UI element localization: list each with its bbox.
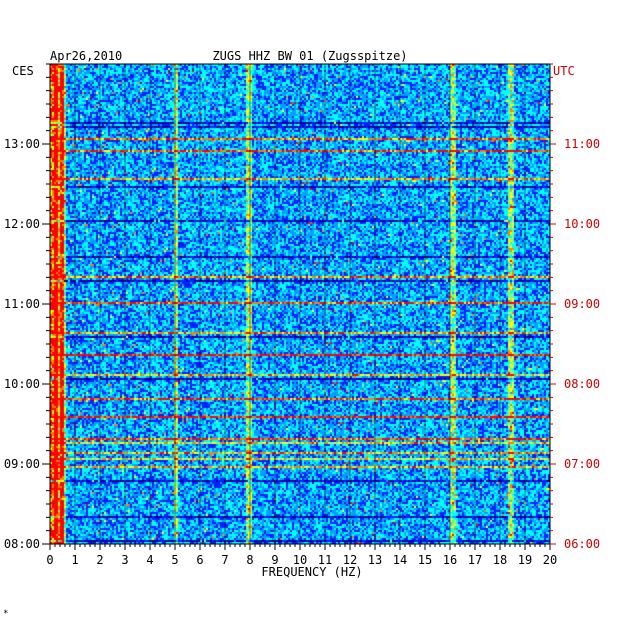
x-tick-label: 4 bbox=[146, 553, 153, 567]
x-tick-label: 10 bbox=[293, 553, 307, 567]
left-axis-zone-label: CES bbox=[12, 64, 34, 78]
right-time-label: 11:00 bbox=[564, 137, 600, 151]
x-tick-label: 11 bbox=[318, 553, 332, 567]
x-tick-label: 17 bbox=[468, 553, 482, 567]
right-time-label: 07:00 bbox=[564, 457, 600, 471]
chart-title: ZUGS HHZ BW 01 (Zugsspitze) bbox=[212, 49, 407, 63]
x-tick-label: 2 bbox=[96, 553, 103, 567]
left-time-label: 08:00 bbox=[4, 537, 40, 551]
x-tick-label: 15 bbox=[418, 553, 432, 567]
x-tick-label: 9 bbox=[271, 553, 278, 567]
spectrogram-heatmap bbox=[50, 64, 550, 544]
right-time-label: 10:00 bbox=[564, 217, 600, 231]
footnote-mark: * bbox=[3, 609, 8, 619]
x-axis: 0 1 2 3 4 5 6 7 8 9 10 11 12 13 14 15 16 17 18 19 20 bbox=[46, 544, 557, 567]
x-tick-label: 14 bbox=[393, 553, 407, 567]
x-tick-label: 8 bbox=[246, 553, 253, 567]
right-axis-zone-label: UTC bbox=[553, 64, 575, 78]
left-time-label: 10:00 bbox=[4, 377, 40, 391]
x-tick-label: 13 bbox=[368, 553, 382, 567]
right-time-axis: 11:00 10:00 09:00 08:00 07:00 06:00 bbox=[550, 63, 600, 551]
x-tick-label: 20 bbox=[543, 553, 557, 567]
x-tick-label: 3 bbox=[121, 553, 128, 567]
x-tick-label: 1 bbox=[71, 553, 78, 567]
x-tick-label: 19 bbox=[518, 553, 532, 567]
left-time-label: 13:00 bbox=[4, 137, 40, 151]
x-tick-label: 18 bbox=[493, 553, 507, 567]
x-tick-label: 6 bbox=[196, 553, 203, 567]
x-tick-label: 7 bbox=[221, 553, 228, 567]
right-time-label: 08:00 bbox=[564, 377, 600, 391]
x-tick-label: 5 bbox=[171, 553, 178, 567]
x-axis-label: FREQUENCY (HZ) bbox=[261, 565, 362, 579]
left-time-label: 11:00 bbox=[4, 297, 40, 311]
x-tick-label: 12 bbox=[343, 553, 357, 567]
x-tick-label: 0 bbox=[46, 553, 53, 567]
date-label: Apr26,2010 bbox=[50, 49, 122, 63]
left-time-label: 12:00 bbox=[4, 217, 40, 231]
right-time-label: 06:00 bbox=[564, 537, 600, 551]
x-tick-label: 16 bbox=[443, 553, 457, 567]
left-time-axis: 13:00 12:00 11:00 10:00 09:00 08:00 bbox=[4, 63, 50, 551]
grid-lines bbox=[74, 64, 526, 544]
left-time-label: 09:00 bbox=[4, 457, 40, 471]
right-time-label: 09:00 bbox=[564, 297, 600, 311]
